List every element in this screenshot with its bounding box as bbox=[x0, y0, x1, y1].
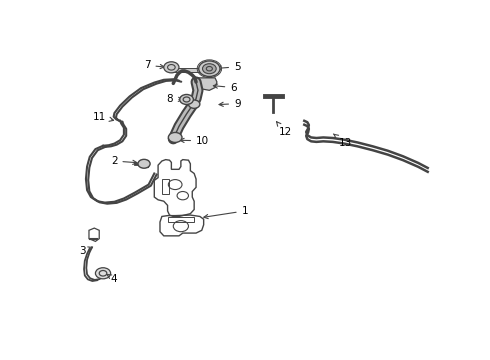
Text: 13: 13 bbox=[334, 134, 352, 148]
Text: 4: 4 bbox=[107, 274, 117, 284]
Bar bbox=[140, 161, 148, 167]
Polygon shape bbox=[196, 78, 217, 90]
Circle shape bbox=[96, 268, 111, 279]
Text: 5: 5 bbox=[217, 62, 241, 72]
Circle shape bbox=[138, 159, 150, 168]
Text: 6: 6 bbox=[213, 82, 237, 93]
Text: 7: 7 bbox=[144, 60, 164, 70]
Text: 9: 9 bbox=[219, 99, 241, 109]
Circle shape bbox=[189, 100, 200, 108]
Text: 1: 1 bbox=[204, 206, 248, 219]
Text: 3: 3 bbox=[79, 246, 93, 256]
Bar bbox=[172, 68, 209, 72]
Circle shape bbox=[199, 61, 220, 76]
Text: 2: 2 bbox=[111, 156, 137, 166]
Circle shape bbox=[180, 94, 194, 104]
Circle shape bbox=[202, 64, 216, 74]
Text: 8: 8 bbox=[167, 94, 183, 104]
Bar bbox=[168, 217, 194, 222]
Text: 10: 10 bbox=[180, 136, 209, 146]
Text: 11: 11 bbox=[93, 112, 114, 122]
Circle shape bbox=[169, 132, 182, 143]
Circle shape bbox=[164, 62, 179, 73]
Text: 12: 12 bbox=[276, 122, 292, 137]
